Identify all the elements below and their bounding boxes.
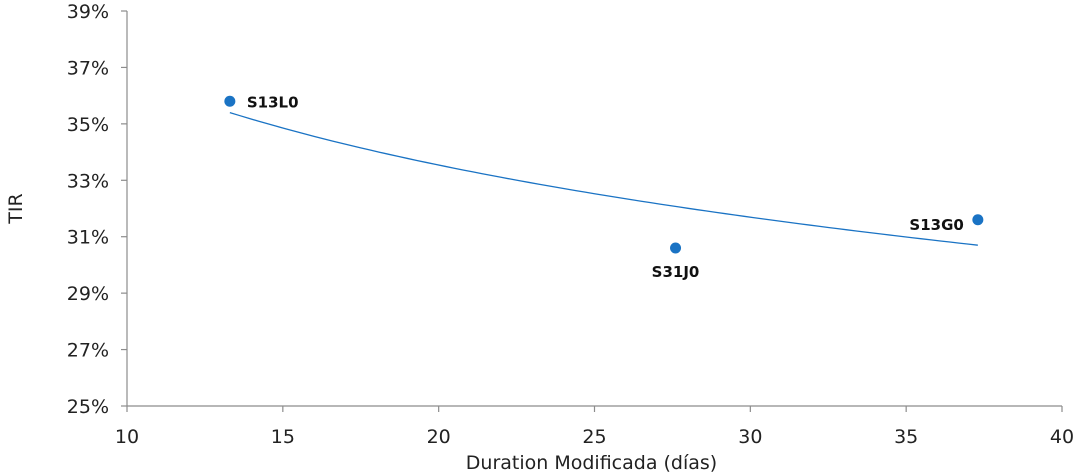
x-tick-label: 20 — [427, 426, 451, 448]
x-axis-title: Duration Modificada (días) — [466, 452, 717, 473]
y-tick-label: 25% — [67, 396, 109, 418]
x-tick-label: 25 — [582, 426, 606, 448]
x-tick-label: 40 — [1050, 426, 1074, 448]
data-point-s13g0 — [972, 214, 984, 226]
y-axis-ticks: 25% 27% 29% 31% 33% 35% 37% 39% — [67, 1, 127, 418]
y-tick-label: 31% — [67, 227, 109, 249]
x-tick-label: 30 — [738, 426, 762, 448]
data-label: S13L0 — [247, 93, 299, 111]
data-points: S13L0 S31J0 S13G0 — [224, 93, 984, 281]
data-point-s31j0 — [670, 242, 682, 254]
y-tick-label: 29% — [67, 283, 109, 305]
data-label: S31J0 — [652, 263, 700, 281]
trendline — [229, 111, 978, 246]
x-axis-ticks: 10 15 20 25 30 35 40 — [115, 406, 1074, 448]
data-point-s13l0 — [224, 95, 236, 107]
y-tick-label: 39% — [67, 1, 109, 23]
y-tick-label: 27% — [67, 340, 109, 362]
x-tick-label: 35 — [894, 426, 918, 448]
y-axis-title: TIR — [5, 193, 27, 224]
data-label: S13G0 — [909, 216, 963, 234]
y-tick-label: 37% — [67, 57, 109, 79]
y-tick-label: 35% — [67, 114, 109, 136]
y-tick-label: 33% — [67, 170, 109, 192]
x-tick-label: 10 — [115, 426, 139, 448]
x-tick-label: 15 — [271, 426, 295, 448]
